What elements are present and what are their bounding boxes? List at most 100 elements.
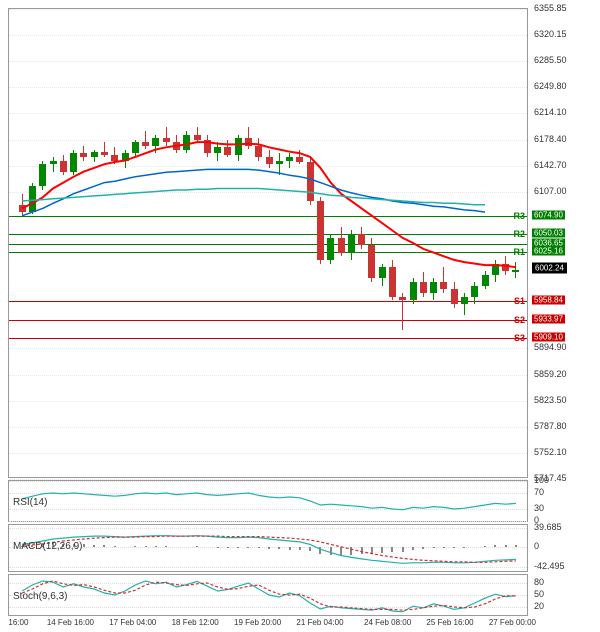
ytick-label: 6214.10 bbox=[534, 107, 567, 117]
candle-body[interactable] bbox=[327, 238, 334, 260]
rsi-panel[interactable]: RSI(14) bbox=[8, 480, 528, 522]
candle-body[interactable] bbox=[348, 234, 355, 252]
candle-body[interactable] bbox=[451, 289, 458, 304]
macd-hist-bar bbox=[350, 547, 352, 555]
gridline bbox=[9, 521, 527, 522]
stoch-panel[interactable]: Stoch(9,6,3) bbox=[8, 574, 528, 616]
macd-hist-bar bbox=[381, 547, 383, 553]
candle-body[interactable] bbox=[80, 153, 87, 157]
candle-body[interactable] bbox=[358, 234, 365, 245]
macd-hist-bar bbox=[371, 547, 373, 554]
gridline bbox=[9, 453, 527, 454]
main-price-panel[interactable]: R3R2R1S1S2S3 bbox=[8, 8, 528, 478]
level-price-R2: 6050.03 bbox=[532, 229, 565, 238]
candle-body[interactable] bbox=[502, 264, 509, 271]
macd-hist-bar bbox=[340, 547, 342, 556]
candle-body[interactable] bbox=[482, 275, 489, 286]
xtick-label: 24 Feb 08:00 bbox=[364, 618, 411, 627]
candle-body[interactable] bbox=[101, 152, 108, 155]
candle-body[interactable] bbox=[29, 186, 36, 212]
candle-body[interactable] bbox=[39, 164, 46, 186]
macd-hist-bar bbox=[515, 545, 517, 546]
candle-body[interactable] bbox=[492, 264, 499, 275]
current-price-box: 6002.24 bbox=[532, 263, 567, 274]
macd-hist-bar bbox=[330, 547, 332, 555]
macd-hist-bar bbox=[463, 547, 465, 548]
candle-body[interactable] bbox=[266, 157, 273, 164]
candle-body[interactable] bbox=[183, 135, 190, 150]
ytick-label: 70 bbox=[534, 487, 544, 497]
macd-hist-bar bbox=[453, 547, 455, 548]
candle-body[interactable] bbox=[389, 267, 396, 296]
candle-body[interactable] bbox=[338, 238, 345, 253]
ma-line-ma-slow bbox=[22, 189, 485, 205]
candle-body[interactable] bbox=[214, 147, 221, 153]
candle-body[interactable] bbox=[194, 135, 201, 140]
candle-body[interactable] bbox=[163, 138, 170, 142]
level-line-R1 bbox=[9, 252, 527, 253]
candle-wick bbox=[104, 142, 105, 157]
candle-body[interactable] bbox=[173, 142, 180, 149]
candle-body[interactable] bbox=[111, 155, 118, 161]
candle-body[interactable] bbox=[471, 286, 478, 297]
candle-body[interactable] bbox=[19, 205, 26, 212]
macd-hist-bar bbox=[299, 547, 301, 550]
ytick-label: 6320.15 bbox=[534, 29, 567, 39]
candle-body[interactable] bbox=[399, 297, 406, 301]
macd-hist-bar bbox=[484, 546, 486, 547]
candle-body[interactable] bbox=[132, 142, 139, 153]
ytick-label: 6107.00 bbox=[534, 186, 567, 196]
ytick-label: 5894.90 bbox=[534, 342, 567, 352]
candle-body[interactable] bbox=[461, 297, 468, 304]
candle-body[interactable] bbox=[307, 162, 314, 201]
candle-wick bbox=[166, 127, 167, 145]
xtick-label: 17 Feb 04:00 bbox=[109, 618, 156, 627]
candle-body[interactable] bbox=[245, 138, 252, 145]
level-line-empty1 bbox=[9, 244, 527, 245]
stoch-yaxis: 205080 bbox=[530, 574, 598, 616]
candle-body[interactable] bbox=[70, 153, 77, 171]
macd-hist-bar bbox=[289, 547, 291, 550]
xtick-label: 21 Feb 04:00 bbox=[296, 618, 343, 627]
macd-hist-bar bbox=[319, 547, 321, 554]
gridline bbox=[9, 607, 527, 608]
macd-hist-bar bbox=[83, 544, 85, 546]
candle-body[interactable] bbox=[142, 142, 149, 146]
candle-body[interactable] bbox=[317, 201, 324, 260]
macd-line bbox=[22, 536, 516, 564]
candle-body[interactable] bbox=[235, 138, 242, 154]
candle-body[interactable] bbox=[50, 161, 57, 165]
ytick-label: 6285.50 bbox=[534, 55, 567, 65]
candle-body[interactable] bbox=[276, 161, 283, 165]
xtick-label: 27 Feb 00:00 bbox=[489, 618, 536, 627]
candle-body[interactable] bbox=[410, 282, 417, 300]
ytick-label: 5752.10 bbox=[534, 447, 567, 457]
gridline bbox=[9, 595, 527, 596]
candle-body[interactable] bbox=[286, 157, 293, 161]
level-price-R3: 6074.90 bbox=[532, 210, 565, 219]
level-price-S3: 5909.10 bbox=[532, 332, 565, 341]
candle-body[interactable] bbox=[224, 147, 231, 154]
candle-body[interactable] bbox=[152, 138, 159, 145]
rsi-line bbox=[22, 493, 516, 510]
candle-body[interactable] bbox=[379, 267, 386, 278]
macd-hist-bar bbox=[494, 545, 496, 546]
level-line-S2 bbox=[9, 320, 527, 321]
candle-body[interactable] bbox=[122, 153, 129, 160]
candle-body[interactable] bbox=[430, 282, 437, 293]
candle-body[interactable] bbox=[420, 282, 427, 293]
macd-hist-bar bbox=[422, 547, 424, 549]
gridline bbox=[9, 481, 527, 482]
candle-body[interactable] bbox=[91, 152, 98, 157]
ytick-label: 100 bbox=[534, 475, 549, 485]
candle-body[interactable] bbox=[368, 245, 375, 278]
candle-body[interactable] bbox=[204, 140, 211, 153]
candle-body[interactable] bbox=[512, 270, 519, 272]
gridline bbox=[9, 583, 527, 584]
candle-body[interactable] bbox=[440, 282, 447, 289]
candle-body[interactable] bbox=[296, 157, 303, 162]
candle-body[interactable] bbox=[60, 161, 67, 172]
gridline bbox=[9, 113, 527, 114]
candle-body[interactable] bbox=[255, 146, 262, 157]
macd-panel[interactable]: MACD(12,26,9) bbox=[8, 524, 528, 572]
